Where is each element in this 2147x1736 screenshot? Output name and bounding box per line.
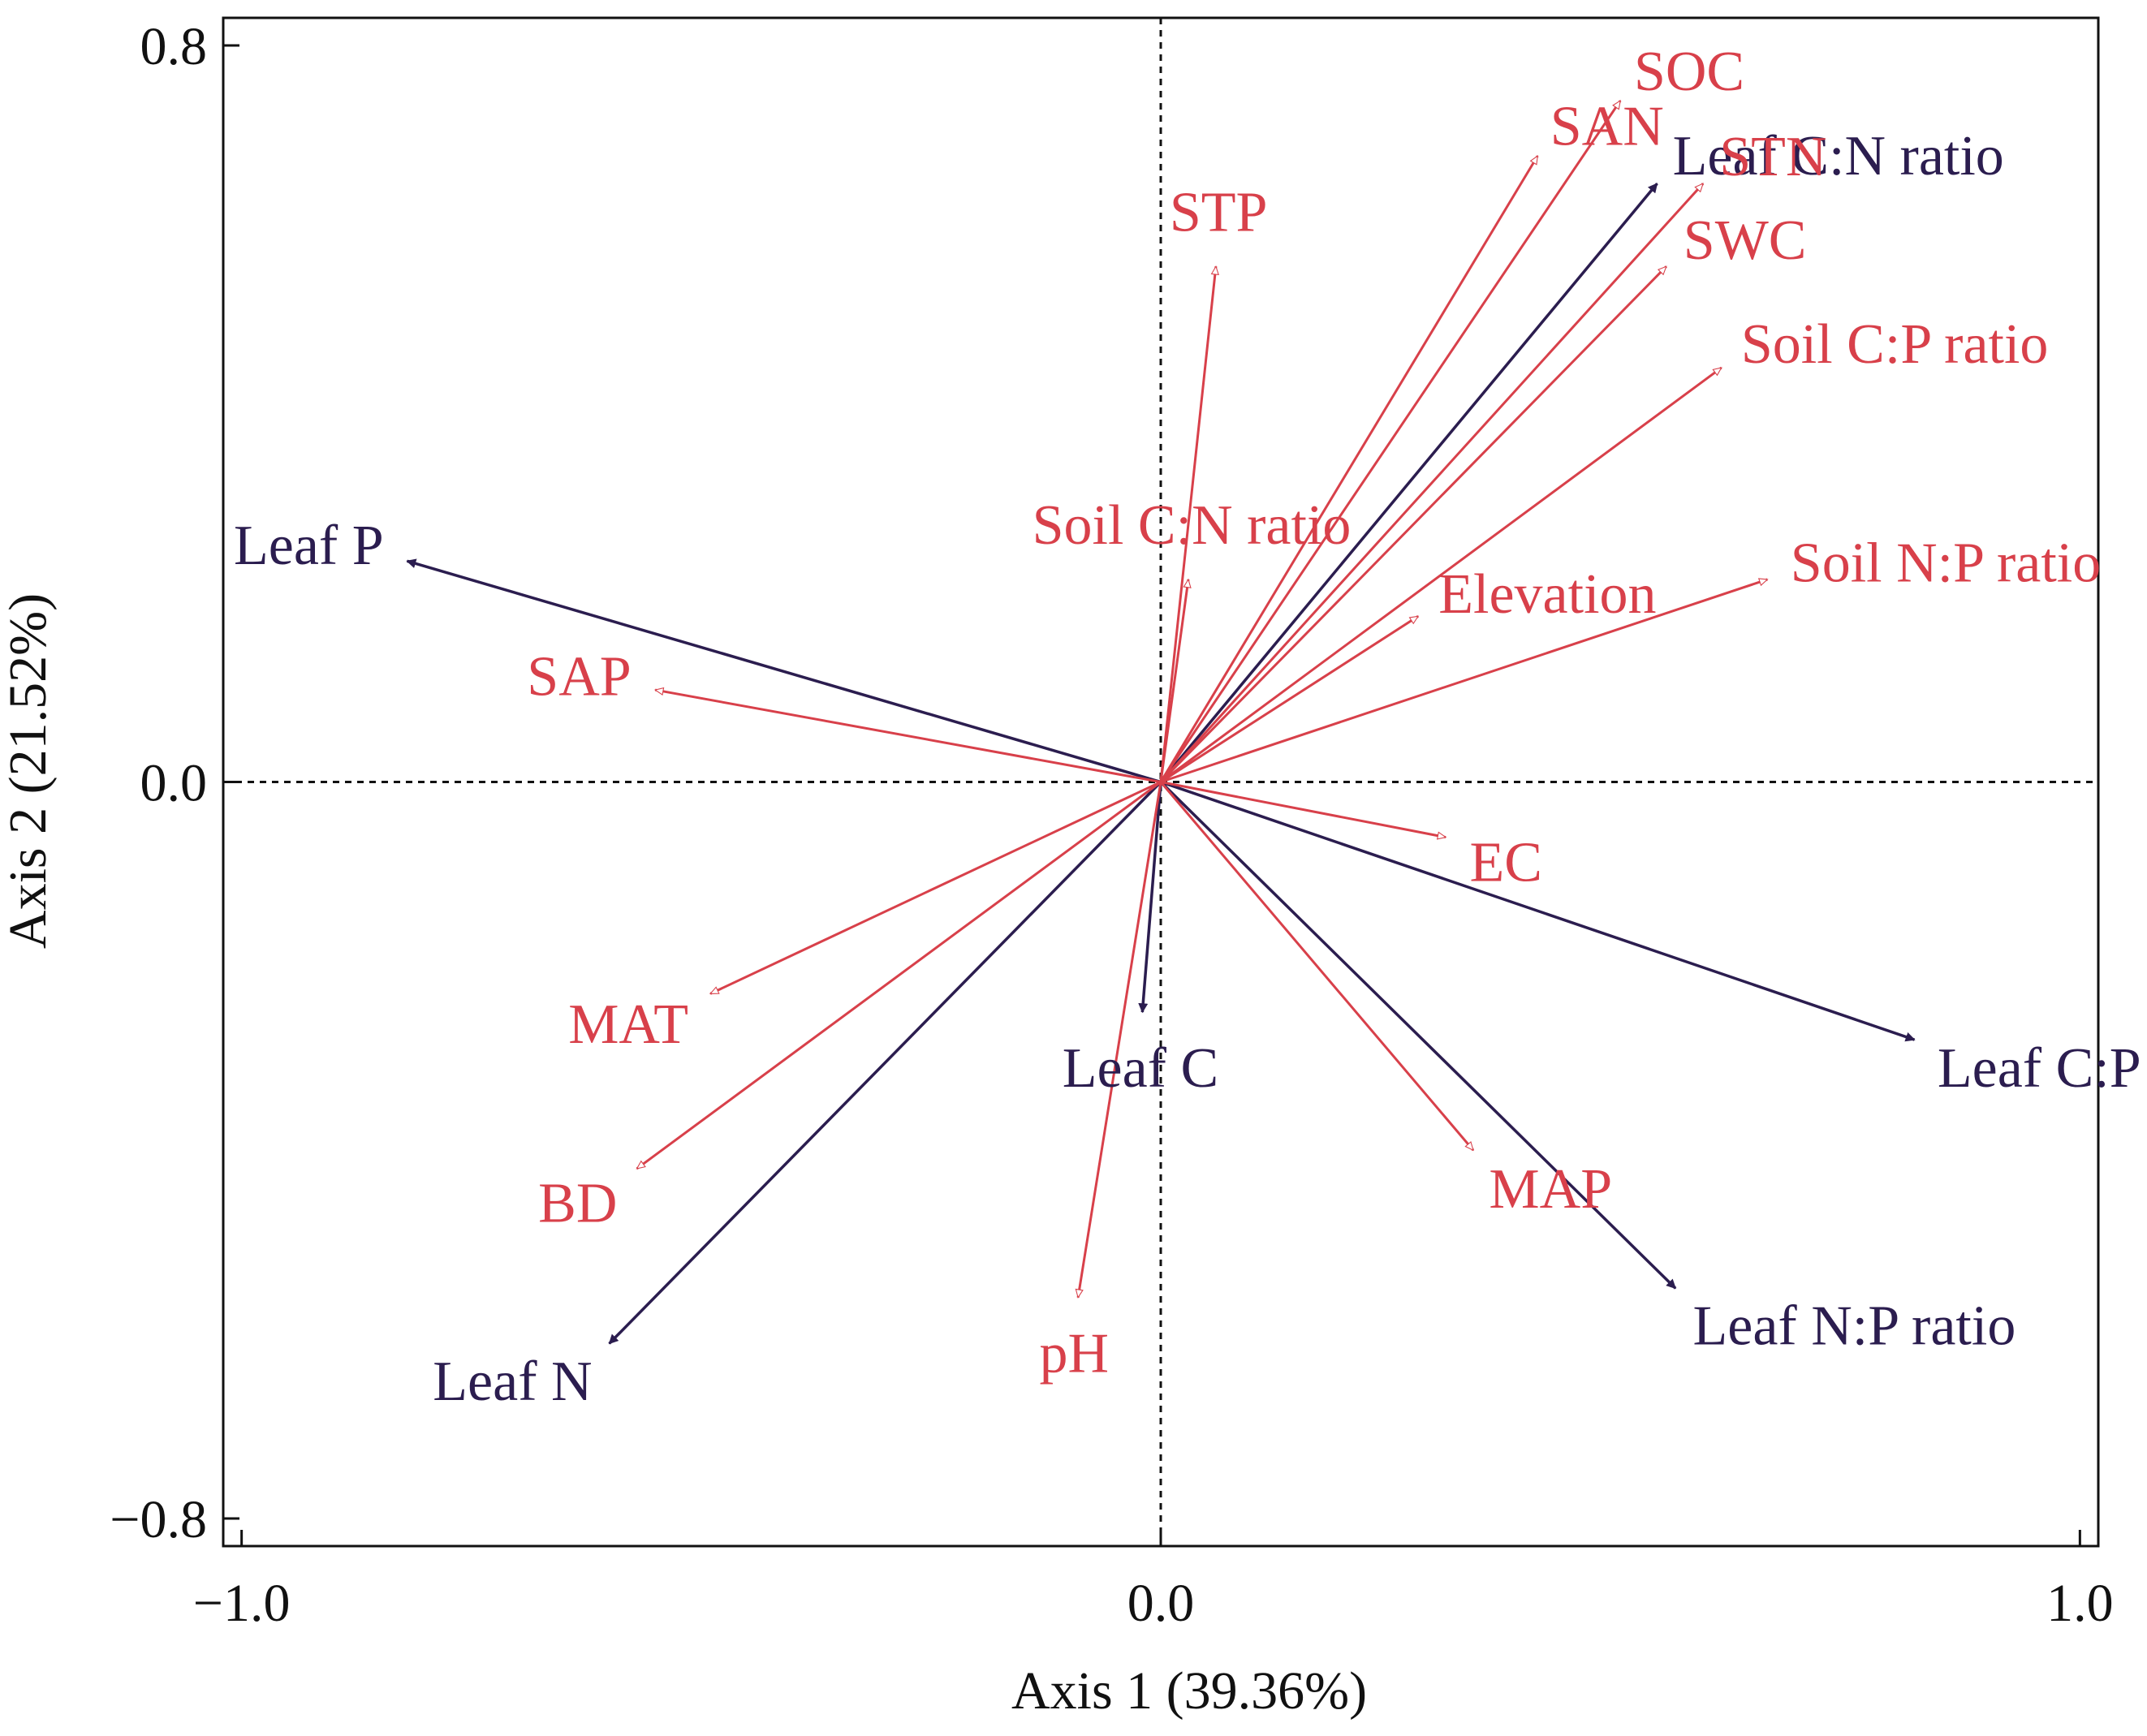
x-tick-label: 1.0 (2046, 1574, 2114, 1633)
vector-leaf-n-p-ratio (1159, 781, 1677, 1290)
vector-soc (1159, 99, 1622, 783)
vector-leaf-p (406, 558, 1162, 784)
vector-label-leaf-c: Leaf C (1063, 1037, 1218, 1100)
vector-leaf-c (1138, 782, 1162, 1014)
vector-label-bd: BD (538, 1173, 617, 1235)
vector-sap (653, 687, 1162, 783)
vector-soil-c-p-ratio (1160, 366, 1722, 783)
vector-swc (1159, 265, 1667, 783)
vector-map (1159, 781, 1475, 1152)
vector-label-leaf-n: Leaf N (433, 1350, 592, 1413)
vector-label-ec: EC (1469, 831, 1541, 894)
vector-stn (1159, 183, 1705, 783)
y-tick-label: 0.8 (140, 17, 208, 76)
vector-leaf-n (608, 781, 1162, 1345)
vector-label-leaf-n-p-ratio: Leaf N:P ratio (1693, 1294, 2016, 1357)
vector-soil-n-p-ratio (1160, 578, 1769, 783)
vector-label-map: MAP (1489, 1158, 1612, 1221)
vector-label-soil-n-p-ratio: Soil N:P ratio (1791, 532, 2101, 594)
vector-label-leaf-c-p-ratio: Leaf C:P ratio (1938, 1037, 2147, 1100)
x-tick-label: −1.0 (193, 1574, 291, 1633)
vector-stp (1159, 265, 1219, 782)
vector-elevation (1160, 615, 1420, 783)
vector-label-mat: MAT (568, 993, 688, 1056)
y-axis-title: Axis 2 (21.52%) (0, 593, 58, 949)
vector-label-elevation: Elevation (1438, 563, 1656, 626)
vector-label-leaf-p: Leaf P (234, 515, 384, 577)
vector-label-san: SAN (1550, 95, 1664, 157)
vector-label-ph: pH (1040, 1322, 1110, 1385)
vector-label-soil-c-p-ratio: Soil C:P ratio (1741, 313, 2049, 376)
vector-label-soc: SOC (1634, 41, 1744, 103)
vector-leaf-c-p-ratio (1160, 780, 1916, 1042)
y-tick-label: 0.0 (140, 754, 208, 813)
vector-ec (1160, 781, 1447, 840)
vector-soil-c-n-ratio (1159, 578, 1192, 782)
y-tick-label: −0.8 (110, 1490, 207, 1549)
vector-san (1159, 155, 1539, 783)
vector-mat (709, 781, 1162, 995)
vector-bd (636, 781, 1162, 1170)
vector-ph (1075, 782, 1162, 1299)
x-axis-title: Axis 1 (39.36%) (1011, 1661, 1367, 1721)
x-tick-label: 0.0 (1127, 1574, 1195, 1633)
vector-label-soil-c-n-ratio: Soil C:N ratio (1033, 494, 1352, 557)
vector-label-swc: SWC (1684, 209, 1807, 272)
vector-label-stn: STN (1719, 126, 1826, 188)
vector-label-sap: SAP (527, 646, 631, 709)
vector-leaf-c-n-ratio (1159, 183, 1658, 783)
vector-label-leaf-c-n-ratio: Leaf C:N ratio (1673, 125, 2004, 187)
vector-label-stp: STP (1170, 181, 1268, 243)
